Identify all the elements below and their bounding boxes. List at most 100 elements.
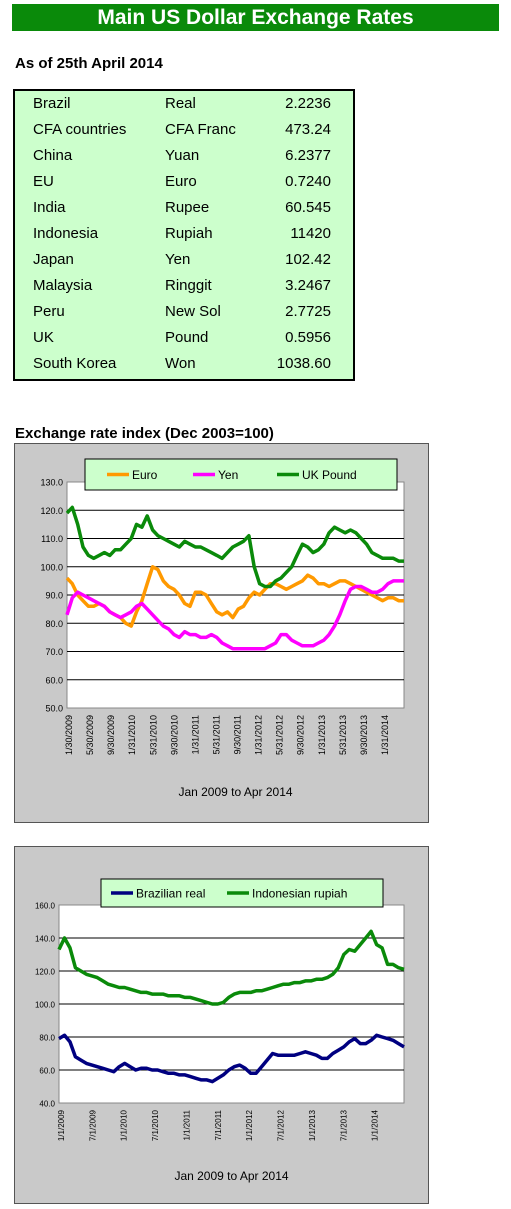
y-tick-label: 70.0 — [45, 647, 63, 657]
y-tick-label: 160.0 — [35, 902, 56, 911]
x-tick-label: 7/1/2011 — [214, 1109, 223, 1140]
x-tick-label: 7/1/2009 — [88, 1109, 97, 1141]
rate-value: 60.545 — [285, 199, 331, 216]
rate-country: Indonesia — [33, 225, 99, 242]
chart-em-currencies-svg: 40.0 60.0 80.0 100.0 120.0 140.0 160.0 1/1/2009… — [35, 878, 405, 1183]
series-line-2 — [65, 505, 404, 589]
x-tick-label: 7/1/2012 — [277, 1109, 286, 1141]
x-tick-label: 1/1/2014 — [371, 1109, 380, 1141]
y-tick-label: 60.0 — [39, 1067, 55, 1076]
rate-currency: Yen — [165, 251, 191, 268]
y-tick-label: 120.0 — [40, 506, 63, 516]
y-tick-label: 80.0 — [39, 1034, 55, 1043]
rate-currency: Ringgit — [165, 277, 212, 294]
rate-row: Malaysia Ringgit 3.2467 — [15, 273, 353, 299]
x-tick-label: 1/31/2011 — [190, 715, 200, 754]
rate-country: EU — [33, 173, 54, 190]
page-title-banner: Main US Dollar Exchange Rates — [12, 4, 499, 31]
y-tick-label: 100.0 — [40, 562, 63, 572]
y-tick-label: 140.0 — [35, 935, 56, 944]
rate-value: 2.7725 — [285, 303, 331, 320]
legend-label: Yen — [218, 468, 238, 482]
x-tick-label: 5/30/2009 — [85, 715, 95, 755]
x-tick-label: 9/30/2013 — [359, 715, 369, 755]
rate-currency: Rupee — [165, 199, 210, 216]
x-axis-label: Jan 2009 to Apr 2014 — [174, 1169, 288, 1183]
rate-country: Japan — [33, 251, 74, 268]
chart-major-currencies: 50.0 60.0 70.0 80.0 90.0 100.0 110.0 120.0 130.0… — [14, 443, 429, 823]
legend-label: Euro — [132, 468, 158, 482]
rate-currency: CFA Franc — [165, 121, 236, 138]
chart-major-currencies-svg: 50.0 60.0 70.0 80.0 90.0 100.0 110.0 120.0 130.0… — [40, 458, 405, 799]
y-tick-label: 80.0 — [45, 619, 63, 629]
x-tick-label: 1/30/2009 — [64, 715, 74, 755]
x-tick-label: 9/30/2012 — [296, 715, 306, 755]
x-tick-label: 1/1/2009 — [57, 1109, 66, 1141]
rate-currency: Rupiah — [165, 225, 213, 242]
x-tick-label: 5/31/2011 — [211, 715, 221, 754]
rate-value: 3.2467 — [285, 277, 331, 294]
x-axis-label: Jan 2009 to Apr 2014 — [178, 785, 292, 799]
rate-row: Brazil Real 2.2236 — [15, 91, 353, 117]
y-tick-label: 130.0 — [40, 478, 63, 488]
rates-table: Brazil Real 2.2236 CFA countries CFA Franc 47… — [13, 89, 355, 381]
y-tick-label: 110.0 — [41, 534, 63, 544]
rate-row: Indonesia Rupiah 11420 — [15, 221, 353, 247]
x-tick-label: 9/30/2010 — [169, 715, 179, 755]
x-tick-label: 1/31/2014 — [380, 715, 390, 755]
rate-country: Brazil — [33, 95, 71, 112]
x-tick-label: 5/31/2013 — [338, 715, 348, 755]
rate-country: South Korea — [33, 355, 117, 372]
series-line-0 — [58, 1033, 405, 1084]
rate-value: 102.42 — [285, 251, 331, 268]
rate-row: China Yuan 6.2377 — [15, 143, 353, 169]
x-tick-label: 1/1/2013 — [308, 1109, 317, 1141]
x-tick-label: 1/31/2010 — [127, 715, 137, 755]
as-of-date: As of 25th April 2014 — [15, 55, 163, 72]
y-tick-label: 50.0 — [45, 704, 63, 714]
rate-row: EU Euro 0.7240 — [15, 169, 353, 195]
rate-country: CFA countries — [33, 121, 127, 138]
rate-row: India Rupee 60.545 — [15, 195, 353, 221]
rate-value: 2.2236 — [285, 95, 331, 112]
rate-value: 473.24 — [285, 121, 331, 138]
x-tick-label: 7/1/2013 — [339, 1109, 348, 1141]
y-tick-label: 100.0 — [35, 1001, 56, 1010]
chart-em-currencies: 40.0 60.0 80.0 100.0 120.0 140.0 160.0 1/1/2009… — [14, 846, 429, 1204]
rate-currency: Won — [165, 355, 196, 372]
x-tick-label: 1/1/2012 — [245, 1109, 254, 1141]
rate-row: UK Pound 0.5956 — [15, 325, 353, 351]
x-tick-label: 1/1/2011 — [182, 1109, 191, 1140]
x-tick-label: 9/30/2009 — [106, 715, 116, 755]
series-line-1 — [65, 579, 404, 651]
y-tick-label: 40.0 — [39, 1100, 55, 1109]
x-tick-label: 9/30/2011 — [233, 715, 243, 754]
x-tick-label: 1/1/2010 — [120, 1109, 129, 1141]
x-tick-label: 1/31/2013 — [317, 715, 327, 755]
rate-country: India — [33, 199, 66, 216]
rate-country: Peru — [33, 303, 65, 320]
rate-value: 6.2377 — [285, 147, 331, 164]
legend-label: Indonesian rupiah — [252, 887, 347, 901]
y-tick-label: 120.0 — [35, 968, 56, 977]
y-tick-label: 90.0 — [45, 591, 63, 601]
series-line-0 — [65, 565, 404, 628]
rate-row: CFA countries CFA Franc 473.24 — [15, 117, 353, 143]
rate-country: Malaysia — [33, 277, 93, 294]
series-line-1 — [57, 929, 405, 1006]
rate-value: 1038.60 — [276, 355, 331, 372]
x-tick-label: 5/31/2012 — [275, 715, 285, 755]
legend-label: Brazilian real — [136, 887, 205, 901]
rate-currency: Euro — [165, 173, 197, 190]
section-title: Exchange rate index (Dec 2003=100) — [15, 425, 274, 442]
rate-currency: New Sol — [165, 303, 221, 320]
legend-label: UK Pound — [302, 468, 357, 482]
rate-value: 0.7240 — [285, 173, 331, 190]
x-tick-label: 7/1/2010 — [151, 1109, 160, 1141]
rate-country: China — [33, 147, 73, 164]
rate-row: Japan Yen 102.42 — [15, 247, 353, 273]
x-tick-label: 1/31/2012 — [254, 715, 264, 755]
rate-row: South Korea Won 1038.60 — [15, 351, 353, 377]
y-tick-label: 60.0 — [45, 675, 63, 685]
rate-currency: Pound — [165, 329, 209, 346]
